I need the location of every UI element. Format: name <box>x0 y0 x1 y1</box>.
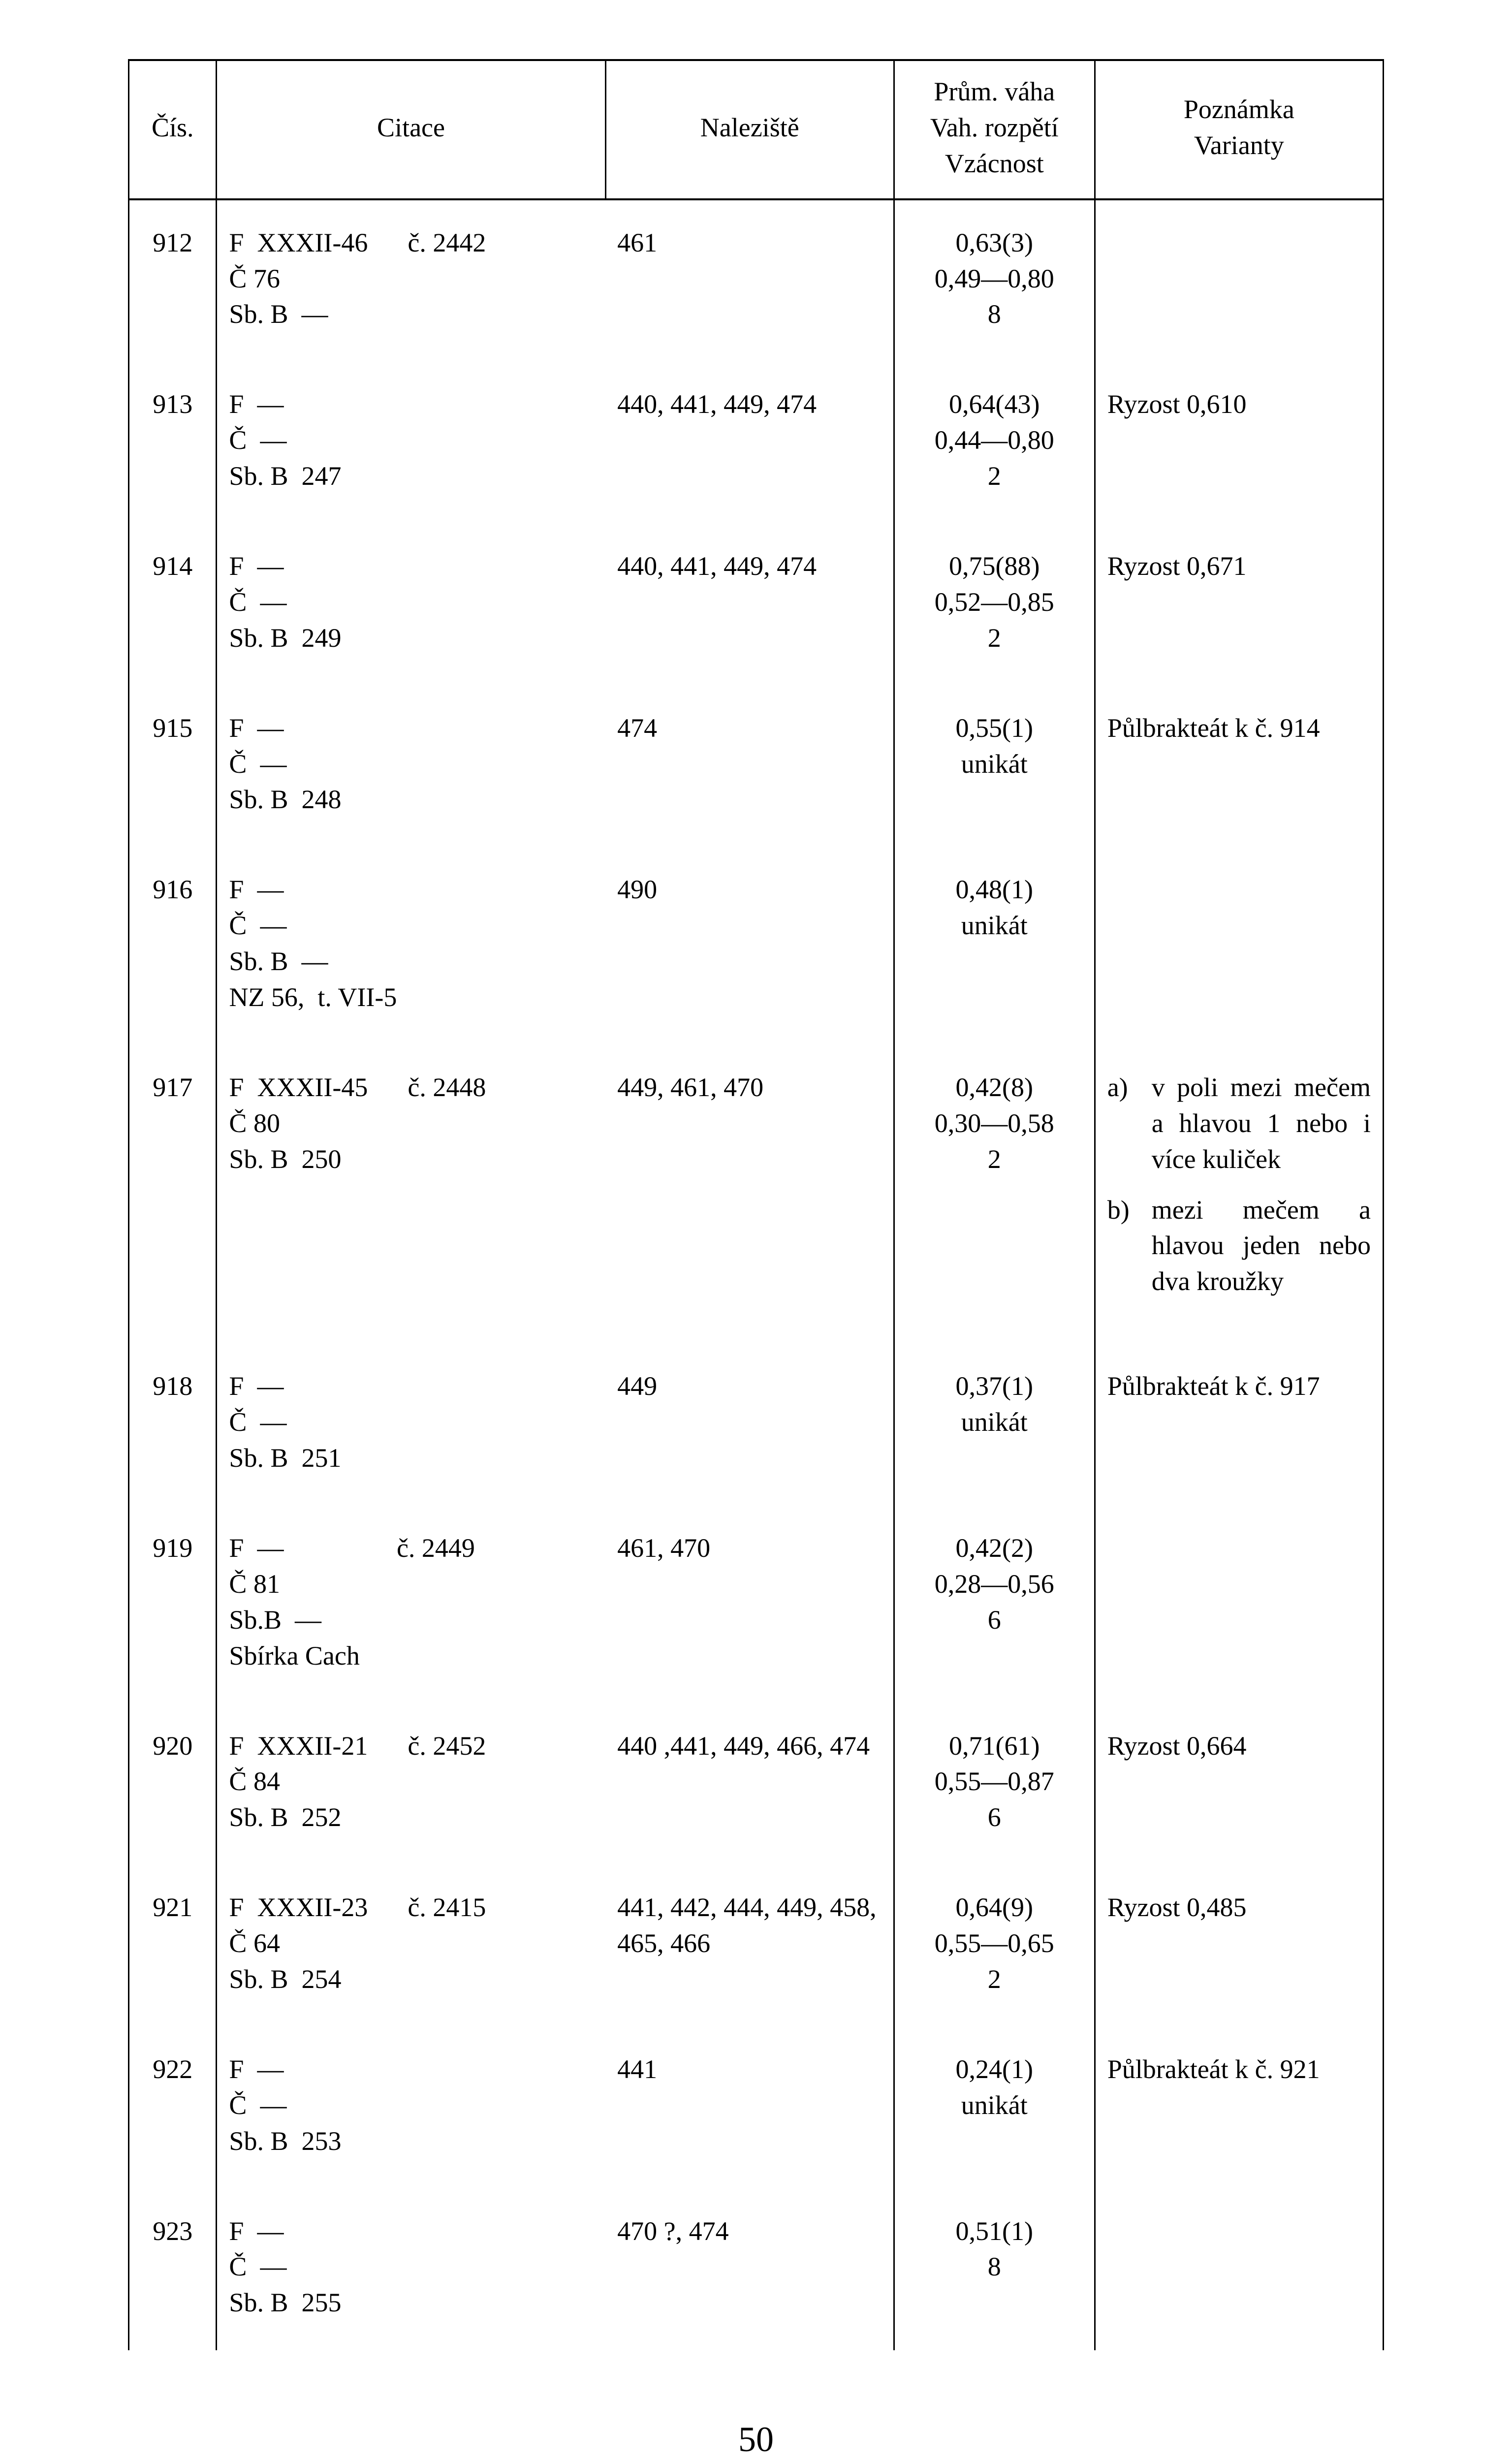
cell-naleziste: 474 <box>605 686 894 848</box>
header-cis: Čís. <box>129 60 217 199</box>
cell-citace: F — Č — Sb. B 248 <box>217 686 605 848</box>
note-text: mezi mečem a hlavou jeden ne­bo dva krou… <box>1152 1195 1371 1296</box>
note-marker: b) <box>1107 1192 1130 1228</box>
cell-naleziste: 441 <box>605 2027 894 2189</box>
cell-naleziste: 449 <box>605 1344 894 1506</box>
cell-naleziste: 461, 470 <box>605 1506 894 1703</box>
cell-naleziste: 470 ?, 474 <box>605 2189 894 2351</box>
table-row: 923F — Č — Sb. B 255470 ?, 4740,51(1) 8 <box>129 2189 1384 2351</box>
cell-poznamka: Ryzost 0,671 <box>1095 524 1383 686</box>
cell-poznamka <box>1095 1506 1383 1703</box>
table-row: 921F XXXII-23 č. 2415 Č 64 Sb. B 254441,… <box>129 1865 1384 2027</box>
cell-cis: 920 <box>129 1703 217 1865</box>
table-row: 914F — Č — Sb. B 249440, 441, 449, 4740,… <box>129 524 1384 686</box>
cell-citace: F XXXII-46 č. 2442 Č 76 Sb. B — <box>217 199 605 362</box>
cell-poznamka <box>1095 847 1383 1045</box>
header-citace: Citace <box>217 60 605 199</box>
cell-vaha: 0,75(88) 0,52—0,85 2 <box>894 524 1095 686</box>
cell-poznamka: Ryzost 0,485 <box>1095 1865 1383 2027</box>
table-row: 920F XXXII-21 č. 2452 Č 84 Sb. B 252440 … <box>129 1703 1384 1865</box>
cell-poznamka: Půlbrakteát k č. 917 <box>1095 1344 1383 1506</box>
page: Čís. Citace Naleziště Prům. váha Vah. ro… <box>0 0 1512 2460</box>
note-list: a) v poli mezi me­čem a hlavou 1 nebo i v… <box>1107 1070 1371 1299</box>
cell-cis: 919 <box>129 1506 217 1703</box>
cell-citace: F — Č — Sb. B 249 <box>217 524 605 686</box>
cell-poznamka: a) v poli mezi me­čem a hlavou 1 nebo i v… <box>1095 1045 1383 1344</box>
cell-cis: 916 <box>129 847 217 1045</box>
cell-cis: 917 <box>129 1045 217 1344</box>
header-poznamka: Poznámka Varianty <box>1095 60 1383 199</box>
cell-naleziste: 441, 442, 444, 449, 458, 465, 466 <box>605 1865 894 2027</box>
cell-vaha: 0,63(3) 0,49—0,80 8 <box>894 199 1095 362</box>
cell-vaha: 0,24(1) unikát <box>894 2027 1095 2189</box>
cell-vaha: 0,37(1) unikát <box>894 1344 1095 1506</box>
cell-vaha: 0,51(1) 8 <box>894 2189 1095 2351</box>
cell-vaha: 0,64(43) 0,44—0,80 2 <box>894 362 1095 524</box>
cell-cis: 921 <box>129 1865 217 2027</box>
cell-citace: F XXXII-45 č. 2448 Č 80 Sb. B 250 <box>217 1045 605 1344</box>
cell-vaha: 0,42(8) 0,30—0,58 2 <box>894 1045 1095 1344</box>
cell-cis: 912 <box>129 199 217 362</box>
table-row: 916F — Č — Sb. B — NZ 56, t. VII-54900,4… <box>129 847 1384 1045</box>
table-row: 919F — č. 2449 Č 81 Sb.B — Sbírka Cach46… <box>129 1506 1384 1703</box>
cell-vaha: 0,64(9) 0,55—0,65 2 <box>894 1865 1095 2027</box>
cell-poznamka: Půlbrakteát k č. 921 <box>1095 2027 1383 2189</box>
cell-citace: F — Č — Sb. B 247 <box>217 362 605 524</box>
table-row: 912F XXXII-46 č. 2442 Č 76 Sb. B —4610,6… <box>129 199 1384 362</box>
cell-citace: F — Č — Sb. B — NZ 56, t. VII-5 <box>217 847 605 1045</box>
cell-naleziste: 490 <box>605 847 894 1045</box>
cell-citace: F XXXII-23 č. 2415 Č 64 Sb. B 254 <box>217 1865 605 2027</box>
catalog-table: Čís. Citace Naleziště Prům. váha Vah. ro… <box>128 59 1384 2350</box>
cell-citace: F — Č — Sb. B 255 <box>217 2189 605 2351</box>
cell-poznamka: Ryzost 0,664 <box>1095 1703 1383 1865</box>
table-row: 917F XXXII-45 č. 2448 Č 80 Sb. B 250449,… <box>129 1045 1384 1344</box>
cell-poznamka <box>1095 2189 1383 2351</box>
note-item: a) v poli mezi me­čem a hlavou 1 nebo i v… <box>1107 1070 1371 1177</box>
cell-vaha: 0,71(61) 0,55—0,87 6 <box>894 1703 1095 1865</box>
cell-naleziste: 440 ,441, 449, 466, 474 <box>605 1703 894 1865</box>
cell-poznamka: Půlbrakteát k č. 914 <box>1095 686 1383 848</box>
cell-naleziste: 440, 441, 449, 474 <box>605 362 894 524</box>
cell-naleziste: 440, 441, 449, 474 <box>605 524 894 686</box>
cell-citace: F — č. 2449 Č 81 Sb.B — Sbírka Cach <box>217 1506 605 1703</box>
table-body: 912F XXXII-46 č. 2442 Č 76 Sb. B —4610,6… <box>129 199 1384 2351</box>
cell-cis: 923 <box>129 2189 217 2351</box>
table-row: 922F — Č — Sb. B 2534410,24(1) unikátPůl… <box>129 2027 1384 2189</box>
table-header: Čís. Citace Naleziště Prům. váha Vah. ro… <box>129 60 1384 199</box>
cell-cis: 915 <box>129 686 217 848</box>
cell-citace: F — Č — Sb. B 253 <box>217 2027 605 2189</box>
cell-cis: 913 <box>129 362 217 524</box>
header-naleziste: Naleziště <box>605 60 894 199</box>
cell-citace: F — Č — Sb. B 251 <box>217 1344 605 1506</box>
note-text: v poli mezi me­čem a hlavou 1 nebo i víc… <box>1152 1072 1371 1174</box>
cell-naleziste: 449, 461, 470 <box>605 1045 894 1344</box>
cell-cis: 922 <box>129 2027 217 2189</box>
cell-vaha: 0,48(1) unikát <box>894 847 1095 1045</box>
cell-poznamka: Ryzost 0,610 <box>1095 362 1383 524</box>
cell-vaha: 0,42(2) 0,28—0,56 6 <box>894 1506 1095 1703</box>
header-vaha: Prům. váha Vah. rozpětí Vzácnost <box>894 60 1095 199</box>
cell-poznamka <box>1095 199 1383 362</box>
table-row: 915F — Č — Sb. B 2484740,55(1) unikátPůl… <box>129 686 1384 848</box>
cell-naleziste: 461 <box>605 199 894 362</box>
note-item: b) mezi mečem a hlavou jeden ne­bo dva kr… <box>1107 1192 1371 1300</box>
cell-vaha: 0,55(1) unikát <box>894 686 1095 848</box>
cell-cis: 918 <box>129 1344 217 1506</box>
cell-citace: F XXXII-21 č. 2452 Č 84 Sb. B 252 <box>217 1703 605 1865</box>
table-row: 918F — Č — Sb. B 2514490,37(1) unikátPůl… <box>129 1344 1384 1506</box>
cell-cis: 914 <box>129 524 217 686</box>
table-row: 913F — Č — Sb. B 247440, 441, 449, 4740,… <box>129 362 1384 524</box>
note-marker: a) <box>1107 1070 1128 1105</box>
